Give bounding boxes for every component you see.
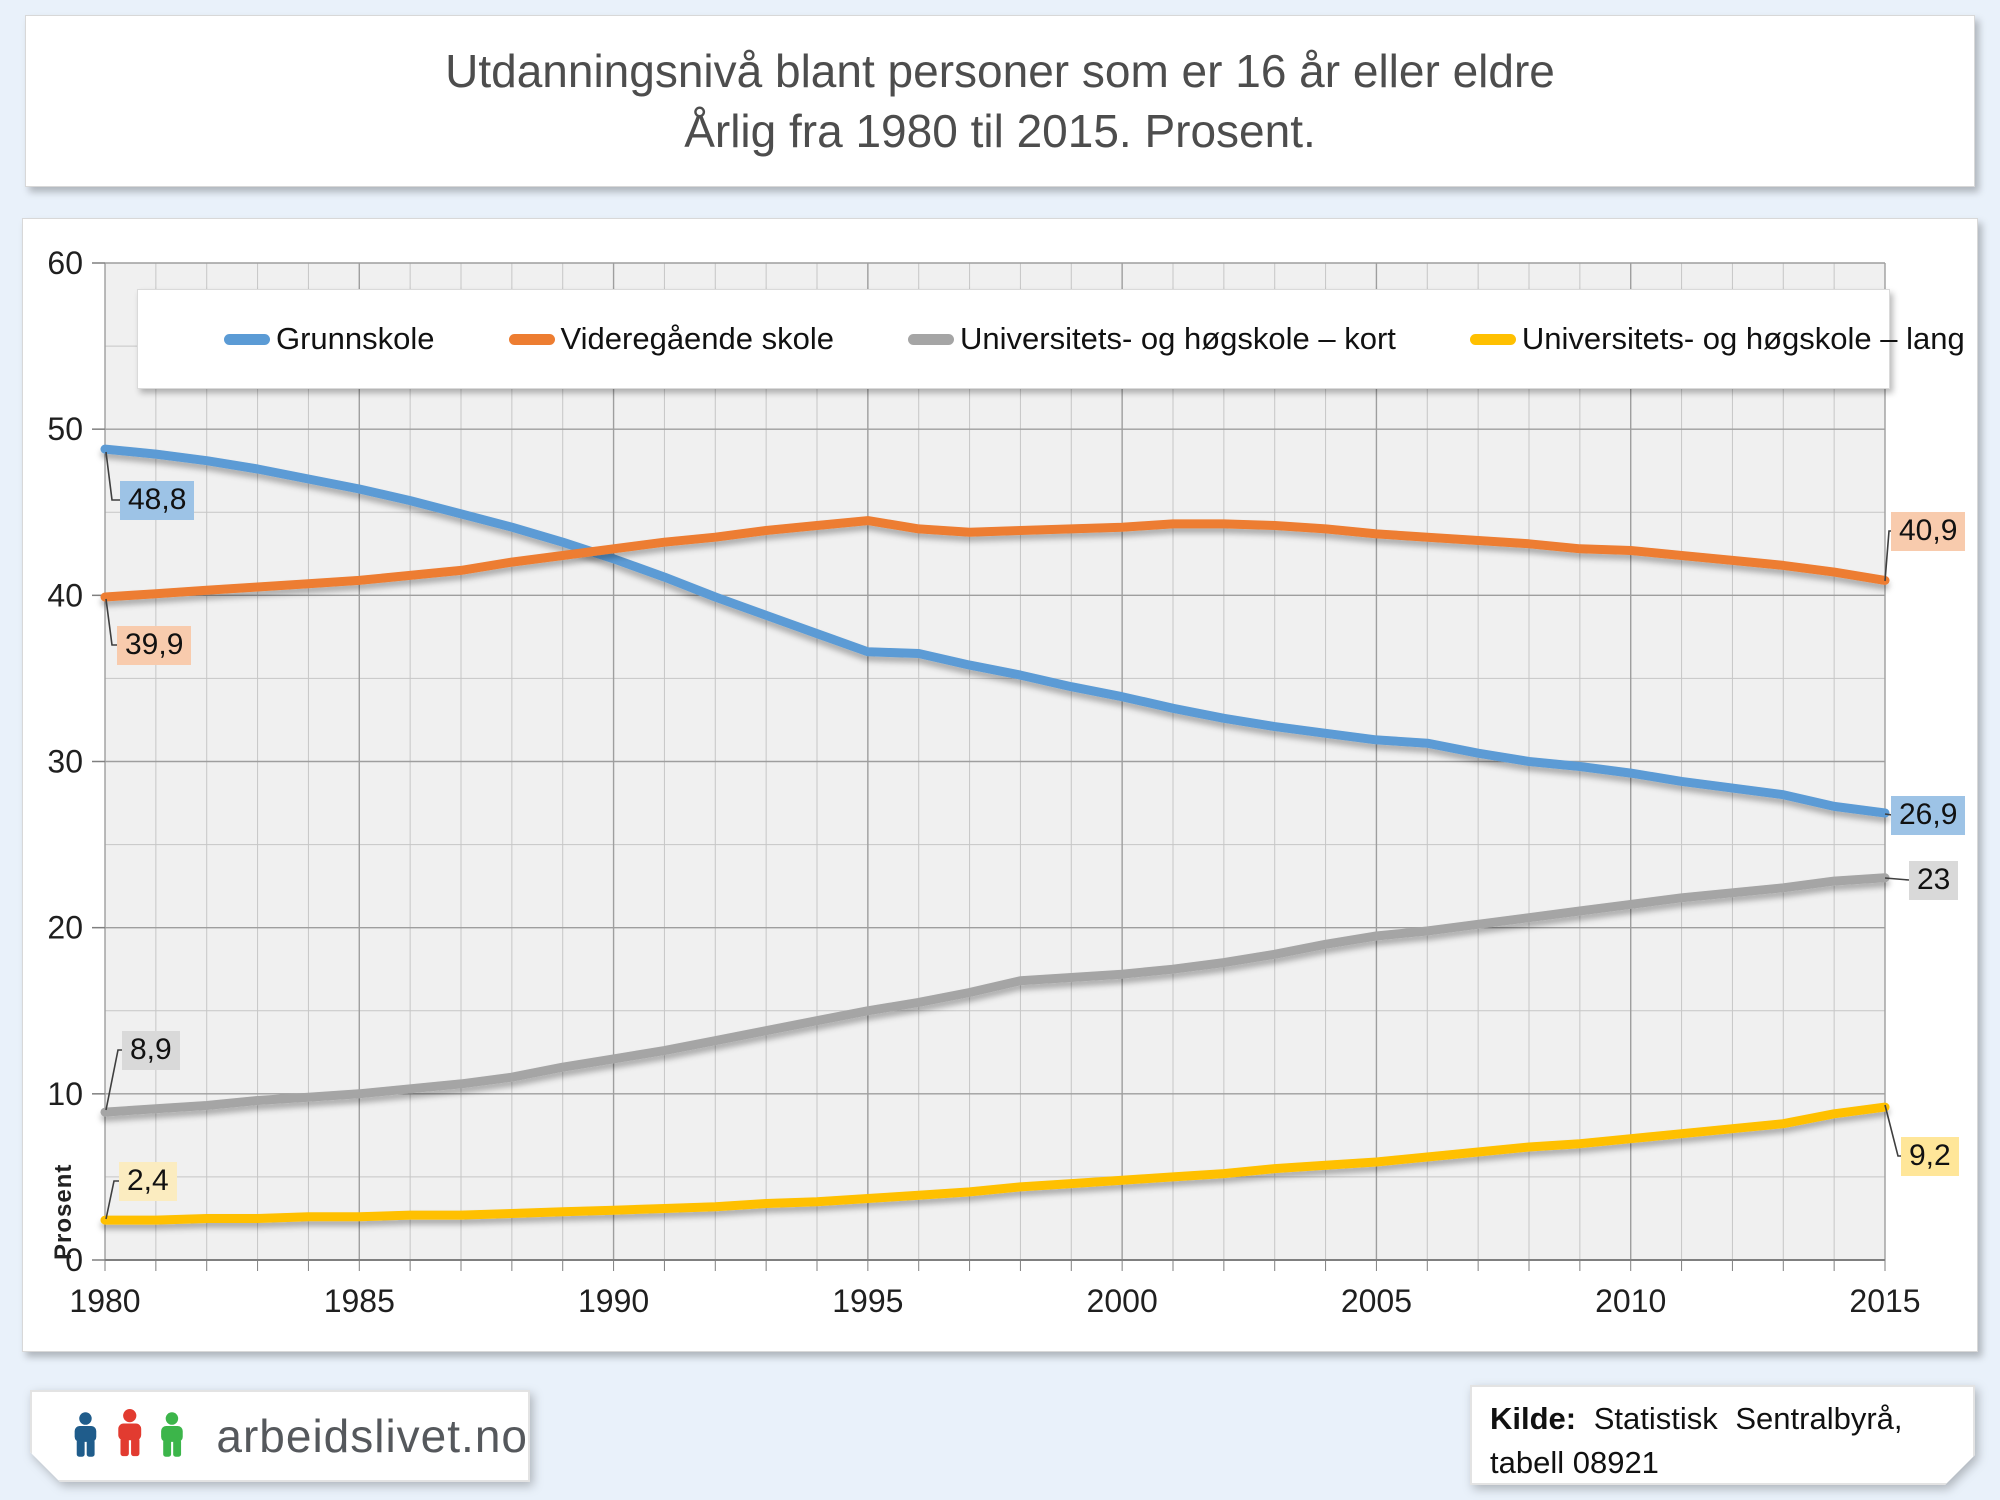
legend-label: Universitets- og høgskole – kort — [960, 321, 1396, 356]
person-icon — [161, 1412, 183, 1456]
data-label-lang-end: 9,2 — [1901, 1137, 1959, 1176]
x-tick-label: 2015 — [1849, 1283, 1920, 1319]
series-line-universitets-og-h-gskole-lang — [100, 1102, 1890, 1225]
leader-line-grunnskole-start — [105, 451, 120, 501]
x-tick-label: 2010 — [1595, 1283, 1666, 1319]
person-icon — [118, 1409, 141, 1456]
leader-line-lang-end — [1884, 1104, 1902, 1157]
data-label-grunnskole-end: 26,9 — [1891, 796, 1966, 835]
data-label-videregaende-start: 39,9 — [117, 626, 192, 665]
x-tick-label: 1985 — [324, 1283, 395, 1319]
data-label-kort-end: 23 — [1909, 861, 1959, 900]
source-label: Kilde: — [1490, 1401, 1577, 1436]
series-line-universitets-og-h-gskole-kort — [100, 873, 1890, 1117]
title-box: Utdanningsnivå blant personer som er 16 … — [25, 15, 1975, 187]
data-label-lang-start: 2,4 — [119, 1162, 177, 1201]
source-box-wrap: Kilde: Statistisk Sentralbyrå, tabell 08… — [1470, 1385, 1975, 1485]
y-tick-label: 20 — [47, 910, 83, 946]
x-tick-label: 2005 — [1341, 1283, 1412, 1319]
leader-line-kort-start — [105, 1049, 123, 1111]
logo-text: arbeidslivet.no — [216, 1410, 528, 1462]
source-box: Kilde: Statistisk Sentralbyrå, tabell 08… — [1470, 1385, 1975, 1485]
leader-line-grunnskole-end — [1884, 813, 1893, 816]
person-icon — [75, 1412, 97, 1456]
source-line1: Kilde: Statistisk Sentralbyrå, — [1490, 1401, 1903, 1436]
legend-swatch-icon — [508, 333, 555, 345]
x-tick-label: 1995 — [832, 1283, 903, 1319]
logo-box-wrap: arbeidslivet.no — [30, 1390, 530, 1482]
x-tick-label: 1980 — [69, 1283, 140, 1319]
x-tick-label: 2000 — [1087, 1283, 1158, 1319]
y-tick-label: 10 — [47, 1076, 83, 1112]
legend-swatch-icon — [1469, 333, 1516, 345]
series-line-videreg-ende-skole — [100, 516, 1890, 602]
chart-title-line1: Utdanningsnivå blant personer som er 16 … — [445, 45, 1555, 97]
y-tick-label: 40 — [47, 577, 83, 613]
legend-label: Grunnskole — [276, 321, 435, 356]
leader-line-videregaende-start — [105, 598, 117, 646]
chart-legend: Grunnskole Videregående skole Universitets… — [137, 289, 1965, 389]
legend-swatch-icon — [224, 333, 270, 345]
y-axis-title: Prosent — [50, 1163, 77, 1260]
source-text: Statistisk Sentralbyrå, — [1576, 1401, 1903, 1436]
legend-item-2: Videregående skole — [508, 321, 835, 357]
series-line-grunnskole — [100, 444, 1890, 818]
legend-label: Videregående skole — [560, 321, 835, 356]
legend-item-4: Universitets- og høgskole – lang — [1469, 321, 1965, 357]
leader-line-lang-start — [105, 1180, 119, 1220]
people-logo-icon — [68, 1403, 194, 1469]
data-label-grunnskole-start: 48,8 — [120, 481, 195, 520]
legend-item-1: Grunnskole — [224, 321, 435, 357]
x-tick-label: 1990 — [578, 1283, 649, 1319]
legend-swatch-icon — [908, 333, 955, 345]
legend-item-3: Universitets- og høgskole – kort — [908, 321, 1396, 357]
y-tick-label: 0 — [65, 1242, 83, 1278]
logo-box: arbeidslivet.no — [30, 1390, 530, 1482]
chart-title-line2: Årlig fra 1980 til 2015. Prosent. — [684, 104, 1316, 157]
source-line2: tabell 08921 — [1490, 1445, 1659, 1481]
y-tick-label: 60 — [47, 245, 83, 281]
y-tick-label: 30 — [47, 744, 83, 780]
data-label-kort-start: 8,9 — [122, 1031, 180, 1070]
legend-label: Universitets- og høgskole – lang — [1521, 321, 1965, 356]
leader-line-kort-end — [1884, 877, 1910, 881]
y-tick-label: 50 — [47, 411, 83, 447]
data-label-videregaende-end: 40,9 — [1891, 512, 1966, 551]
